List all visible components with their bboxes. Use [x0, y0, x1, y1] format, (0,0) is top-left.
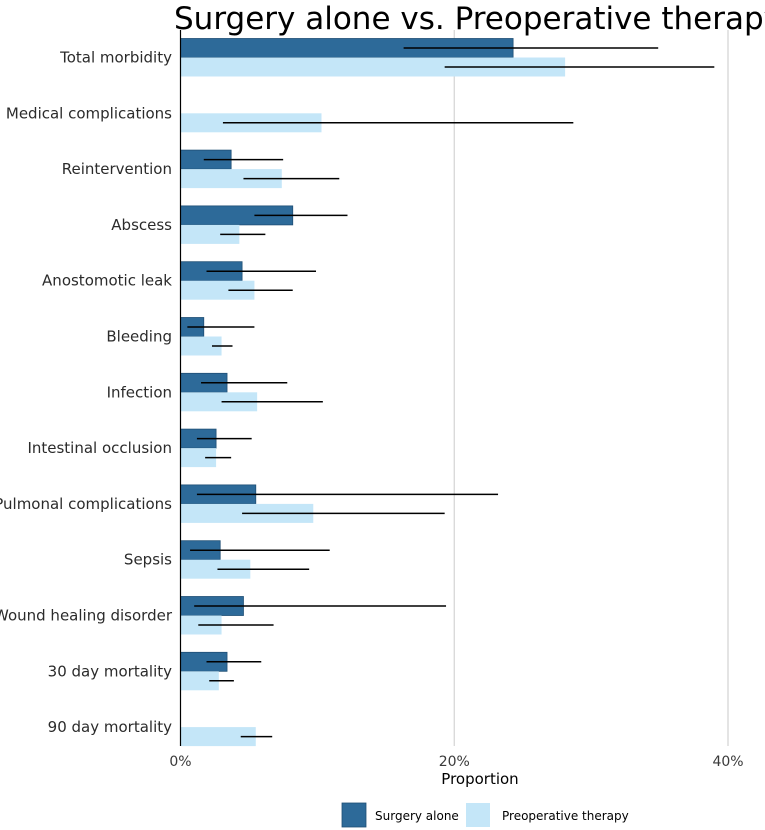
bar-preoperative-therapy-reintervention: [180, 169, 282, 189]
legend: Surgery alone Preoperative therapy: [341, 802, 629, 828]
x-tick-labels: 0% 20% 40%: [169, 754, 743, 770]
category-label: Intestinal occlusion: [27, 439, 172, 457]
category-label: Anostomotic leak: [42, 272, 172, 290]
bar-preoperative-therapy-90-day-mortality: [180, 727, 256, 747]
category-label: Medical complications: [6, 104, 172, 122]
legend-label-surgery-alone: Surgery alone: [375, 809, 459, 823]
bar-preoperative-therapy-bleeding: [180, 336, 222, 356]
category-label: Wound healing disorder: [0, 607, 173, 625]
bar-preoperative-therapy-sepsis: [180, 559, 251, 579]
gridlines: [453, 30, 729, 746]
category-label: Total morbidity: [59, 49, 172, 67]
category-label: Reintervention: [62, 160, 172, 178]
bar-preoperative-therapy-30-day-mortality: [180, 671, 219, 691]
category-label: 90 day mortality: [48, 718, 172, 736]
x-tick-label: 0%: [169, 754, 191, 770]
category-label: Pulmonal complications: [0, 495, 172, 513]
category-label: Abscess: [111, 216, 172, 234]
category-label: 30 day mortality: [48, 662, 172, 680]
bar-preoperative-therapy-total-morbidity: [180, 57, 566, 77]
bars: [180, 38, 566, 747]
legend-swatch-surgery-alone: [341, 802, 367, 828]
x-tick-label: 40%: [712, 754, 743, 770]
legend-label-preoperative-therapy: Preoperative therapy: [502, 809, 629, 823]
bar-preoperative-therapy-abscess: [180, 224, 240, 244]
x-axis-title: Proportion: [441, 770, 518, 788]
legend-swatch-preoperative-therapy: [466, 803, 490, 827]
error-bars: [187, 47, 715, 738]
category-labels: Total morbidity Medical complications Rein…: [0, 49, 173, 737]
category-label: Bleeding: [106, 328, 172, 346]
bar-preoperative-therapy-intestinal-occlusion: [180, 448, 217, 468]
category-label: Sepsis: [124, 551, 172, 569]
bar-preoperative-therapy-anostomotic-leak: [180, 280, 255, 300]
chart-title: Surgery alone vs. Preoperative therapy: [174, 1, 765, 37]
bar-preoperative-therapy-infection: [180, 392, 258, 412]
x-tick-label: 20%: [439, 754, 470, 770]
category-label: Infection: [107, 383, 172, 401]
